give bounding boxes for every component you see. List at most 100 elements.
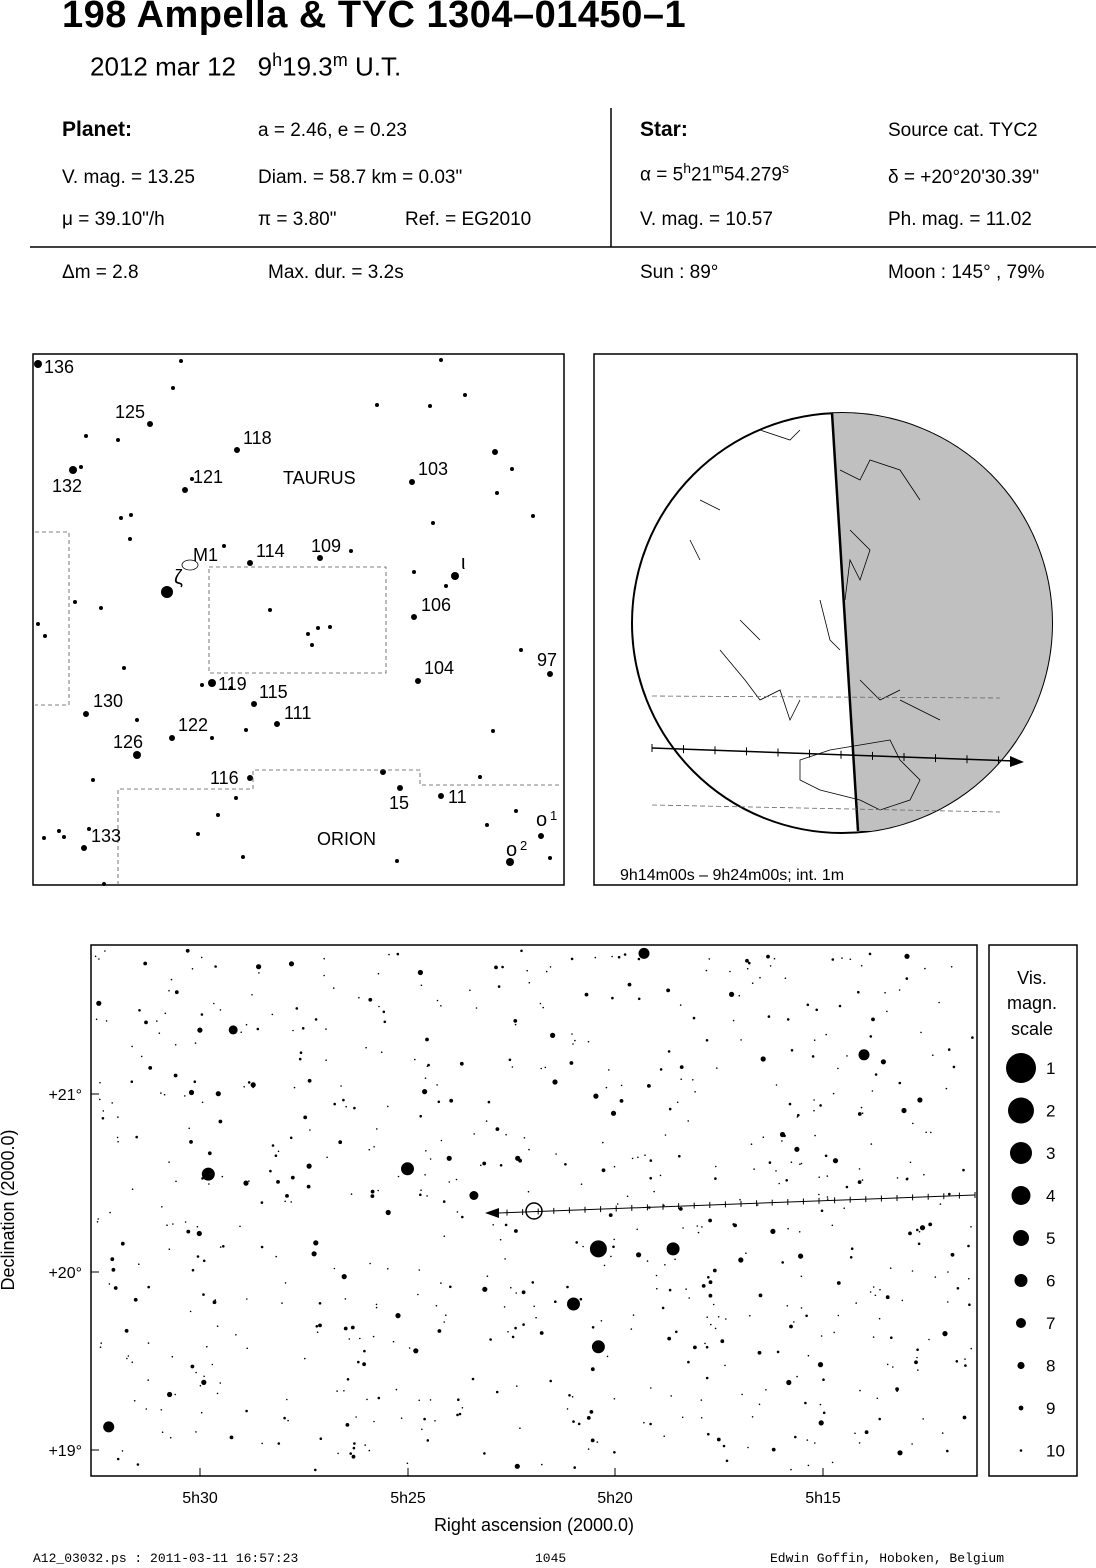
field-star bbox=[175, 1180, 177, 1183]
field-star bbox=[214, 1299, 217, 1301]
field-star bbox=[528, 1148, 530, 1151]
field-star bbox=[358, 996, 360, 999]
planet-parallax: π = 3.80" bbox=[258, 209, 337, 230]
field-star bbox=[745, 958, 749, 963]
finder-star-label: M1 bbox=[193, 545, 218, 565]
field-star bbox=[100, 1342, 102, 1344]
field-star bbox=[387, 1268, 389, 1270]
field-star bbox=[350, 1193, 353, 1195]
field-star bbox=[351, 1454, 356, 1459]
field-star bbox=[435, 1304, 438, 1307]
finder-star-label: 114 bbox=[256, 541, 285, 561]
field-star bbox=[700, 1417, 703, 1419]
field-star bbox=[260, 1201, 264, 1204]
field-star bbox=[800, 1307, 803, 1309]
field-star bbox=[200, 1013, 204, 1016]
field-star bbox=[617, 955, 621, 959]
field-star bbox=[889, 1267, 892, 1269]
star-source: Source cat. TYC2 bbox=[888, 120, 1038, 141]
field-star bbox=[235, 1334, 237, 1336]
field-star bbox=[337, 1452, 339, 1455]
finder-star bbox=[116, 438, 120, 442]
field-star bbox=[593, 1093, 599, 1099]
field-star bbox=[380, 1051, 383, 1053]
finder-star bbox=[161, 586, 173, 598]
field-star bbox=[487, 1100, 491, 1104]
field-star bbox=[947, 1301, 949, 1303]
field-star bbox=[368, 997, 373, 1002]
legend-title-line: Vis. bbox=[1017, 968, 1047, 988]
field-star bbox=[513, 1019, 518, 1023]
finder-star bbox=[91, 778, 95, 782]
field-star bbox=[523, 1137, 526, 1139]
field-star bbox=[706, 1316, 708, 1318]
field-star bbox=[251, 994, 253, 996]
finder-star bbox=[73, 600, 77, 604]
field-star bbox=[627, 982, 632, 987]
field-star bbox=[797, 1113, 800, 1117]
field-star bbox=[725, 1318, 727, 1320]
field-star bbox=[886, 1363, 889, 1366]
field-star bbox=[421, 1428, 423, 1431]
field-star bbox=[858, 1168, 861, 1170]
field-star bbox=[570, 957, 574, 961]
field-star bbox=[96, 1221, 99, 1223]
field-star bbox=[459, 1061, 464, 1066]
field-star bbox=[708, 958, 711, 960]
field-star bbox=[968, 1277, 970, 1280]
finder-star bbox=[451, 572, 459, 580]
field-star bbox=[144, 1020, 148, 1025]
field-star bbox=[668, 1107, 672, 1111]
field-star bbox=[136, 1463, 140, 1466]
field-star bbox=[514, 1326, 517, 1330]
field-star bbox=[196, 1255, 200, 1258]
field-star bbox=[338, 1140, 343, 1145]
finder-star bbox=[375, 403, 379, 407]
field-star bbox=[571, 1033, 573, 1035]
field-star bbox=[646, 1260, 649, 1262]
field-star bbox=[724, 1364, 726, 1367]
field-star bbox=[309, 1129, 311, 1131]
field-star bbox=[869, 1291, 872, 1293]
field-star bbox=[765, 1389, 767, 1391]
field-star bbox=[250, 1082, 256, 1088]
field-star bbox=[99, 1081, 101, 1084]
field-star bbox=[790, 1468, 792, 1471]
field-star bbox=[417, 1293, 419, 1296]
finder-star bbox=[34, 360, 42, 368]
finder-star bbox=[409, 479, 415, 485]
field-star bbox=[306, 1184, 311, 1189]
field-star bbox=[170, 978, 173, 981]
legend-dot bbox=[1010, 1142, 1032, 1164]
bright-star bbox=[469, 1191, 479, 1200]
field-star bbox=[215, 1091, 221, 1097]
field-star bbox=[185, 948, 190, 953]
field-star bbox=[738, 1257, 744, 1263]
main-frame bbox=[90, 944, 978, 1477]
finder-star bbox=[241, 855, 245, 859]
finder-star bbox=[548, 856, 552, 860]
bright-star bbox=[201, 1167, 215, 1181]
field-star bbox=[884, 991, 886, 994]
finder-star bbox=[395, 859, 399, 863]
field-star bbox=[786, 1018, 790, 1021]
field-star bbox=[897, 1450, 903, 1456]
field-star bbox=[619, 1099, 624, 1103]
field-star bbox=[870, 1143, 873, 1145]
finder-star bbox=[428, 404, 432, 408]
event-minute: 19.3 bbox=[282, 51, 333, 82]
event-title: 198 Ampella & TYC 1304–01450–1 bbox=[62, 0, 687, 36]
field-star bbox=[814, 1442, 816, 1444]
field-star bbox=[751, 982, 754, 984]
field-star bbox=[664, 1134, 667, 1136]
field-star bbox=[277, 1150, 280, 1153]
field-star bbox=[316, 1331, 319, 1333]
field-star bbox=[687, 1120, 689, 1122]
field-star bbox=[482, 1161, 487, 1166]
field-star bbox=[325, 1059, 327, 1061]
bright-star bbox=[638, 947, 650, 959]
field-star bbox=[355, 1416, 357, 1418]
field-star bbox=[857, 1112, 862, 1116]
terminator-line bbox=[830, 412, 860, 832]
